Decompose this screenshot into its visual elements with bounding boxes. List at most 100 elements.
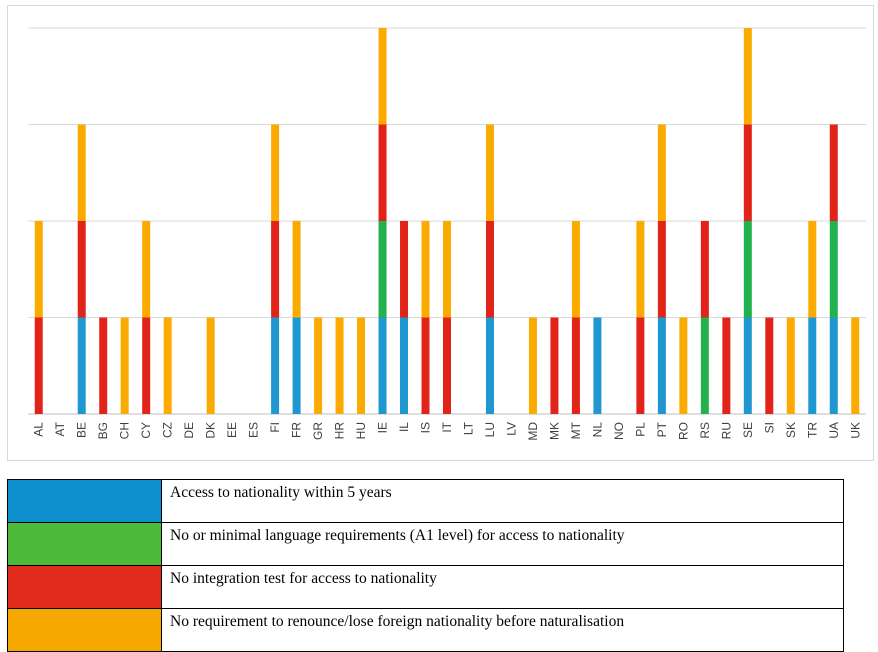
- bar-segment-ru-series-2: [722, 317, 731, 414]
- x-tick-label-be: BE: [75, 422, 89, 438]
- bar-segment-ro-series-3: [679, 317, 688, 414]
- bar-segment-fr-series-3: [292, 221, 301, 318]
- x-tick-label-ru: RU: [719, 422, 733, 439]
- bar-segment-mk-series-2: [550, 317, 559, 414]
- bar-segment-dk-series-3: [206, 317, 215, 414]
- bar-segment-al-series-3: [34, 221, 43, 318]
- bar-segment-rs-series-1: [700, 317, 709, 414]
- bar-segment-lu-series-2: [485, 221, 494, 318]
- x-tick-label-ro: RO: [676, 422, 690, 440]
- x-tick-label-hu: HU: [354, 422, 368, 439]
- bar-segment-it-series-2: [443, 317, 451, 414]
- x-tick-label-al: AL: [32, 422, 46, 437]
- x-tick-label-rs: RS: [698, 422, 712, 439]
- bar-segment-ua-series-0: [829, 317, 838, 414]
- x-tick-label-de: DE: [182, 422, 196, 439]
- bar-segment-fr-series-0: [292, 317, 301, 414]
- bar-segment-lu-series-3: [485, 124, 494, 221]
- x-tick-label-hr: HR: [333, 422, 347, 440]
- bar-segment-be-series-3: [77, 124, 86, 221]
- bar-segment-bg-series-2: [99, 317, 108, 414]
- x-tick-label-ua: UA: [827, 422, 841, 439]
- bar-segment-ie-series-0: [378, 317, 387, 414]
- bar-segment-ch-series-3: [120, 317, 129, 414]
- legend-row-access-within-5-years: Access to nationality within 5 years: [7, 479, 844, 523]
- x-tick-label-lt: LT: [461, 421, 475, 435]
- bar-segment-pt-series-0: [657, 317, 666, 414]
- x-tick-label-pl: PL: [633, 422, 647, 437]
- bar-segment-cy-series-3: [142, 221, 151, 318]
- bar-segment-be-series-2: [77, 221, 86, 318]
- bar-segment-is-series-2: [421, 317, 430, 414]
- x-tick-label-is: IS: [419, 422, 433, 433]
- x-tick-label-es: ES: [247, 422, 261, 438]
- bar-segment-uk-series-3: [851, 317, 860, 414]
- x-tick-label-lu: LU: [483, 422, 497, 437]
- bar-segment-se-series-1: [743, 221, 752, 318]
- bar-segment-tr-series-3: [808, 221, 817, 318]
- x-tick-label-mk: MK: [547, 422, 561, 440]
- x-tick-label-md: MD: [526, 422, 540, 441]
- bar-segment-mt-series-3: [571, 221, 580, 318]
- bar-segment-si-series-2: [765, 317, 774, 414]
- x-tick-label-pt: PT: [655, 421, 669, 437]
- bar-segment-rs-series-2: [700, 221, 709, 318]
- chart-area: AL AT BE BG CH CY CZ DE DK EE ES FI FR GR HR HU IE IL IS IT…: [7, 5, 874, 461]
- x-tick-label-cz: CZ: [161, 422, 175, 438]
- bar-segment-is-series-3: [421, 221, 430, 318]
- x-tick-label-cy: CY: [139, 422, 153, 439]
- x-tick-label-fi: FI: [268, 422, 282, 433]
- bar-segment-sk-series-3: [786, 317, 795, 414]
- bar-segment-se-series-2: [743, 124, 752, 221]
- legend-swatch-blue: [7, 479, 162, 523]
- bar-segment-gr-series-3: [314, 317, 323, 414]
- x-tick-label-it: IT: [440, 421, 454, 432]
- bar-segment-il-series-2: [400, 221, 409, 318]
- x-tick-label-no: NO: [612, 422, 626, 440]
- x-tick-label-ch: CH: [118, 422, 132, 439]
- legend-row-no-integration-test: No integration test for access to nation…: [7, 565, 844, 609]
- x-tick-label-mt: MT: [569, 421, 583, 439]
- x-tick-label-at: AT: [53, 421, 67, 436]
- bar-segment-ie-series-2: [378, 124, 387, 221]
- bar-segment-il-series-0: [400, 317, 409, 414]
- legend-swatch-red: [7, 565, 162, 609]
- bar-segment-md-series-3: [528, 317, 537, 414]
- bar-segment-cy-series-2: [142, 317, 151, 414]
- bar-segment-nl-series-0: [593, 317, 602, 414]
- x-tick-label-tr: TR: [805, 422, 819, 438]
- bar-segment-cz-series-3: [163, 317, 172, 414]
- bar-segment-pl-series-3: [636, 221, 645, 318]
- bar-segment-se-series-0: [743, 317, 752, 414]
- x-tick-label-ie: IE: [376, 422, 390, 433]
- bar-segment-al-series-2: [34, 317, 43, 414]
- bar-segment-fi-series-3: [271, 124, 280, 221]
- bar-segment-lu-series-0: [485, 317, 494, 414]
- legend-label: Access to nationality within 5 years: [161, 479, 844, 523]
- legend-swatch-orange: [7, 608, 162, 652]
- x-tick-label-il: IL: [397, 422, 411, 432]
- bar-segment-fi-series-2: [271, 221, 280, 318]
- legend-row-no-renounce-requirement: No requirement to renounce/lose foreign …: [7, 608, 844, 652]
- legend-row-language-requirements: No or minimal language requirements (A1 …: [7, 522, 844, 566]
- bar-segment-mt-series-2: [571, 317, 580, 414]
- bar-segment-ua-series-1: [829, 221, 838, 318]
- x-tick-label-sk: SK: [784, 422, 798, 438]
- x-tick-label-nl: NL: [590, 422, 604, 438]
- x-tick-label-gr: GR: [311, 422, 325, 440]
- legend-label: No or minimal language requirements (A1 …: [161, 522, 844, 566]
- legend-label: No integration test for access to nation…: [161, 565, 844, 609]
- legend-table: Access to nationality within 5 years No …: [7, 479, 844, 652]
- bar-segment-pt-series-3: [657, 124, 666, 221]
- bar-segment-be-series-0: [77, 317, 86, 414]
- bar-segment-it-series-3: [443, 221, 451, 318]
- bar-segment-pt-series-2: [657, 221, 666, 318]
- bar-segment-ua-series-2: [829, 124, 838, 221]
- bar-segment-hr-series-3: [335, 317, 344, 414]
- bar-segment-pl-series-2: [636, 317, 645, 414]
- legend-swatch-green: [7, 522, 162, 566]
- x-tick-label-ee: EE: [225, 422, 239, 438]
- bar-segment-ie-series-3: [378, 28, 387, 125]
- bar-segment-se-series-3: [743, 28, 752, 125]
- x-tick-label-bg: BG: [96, 422, 110, 439]
